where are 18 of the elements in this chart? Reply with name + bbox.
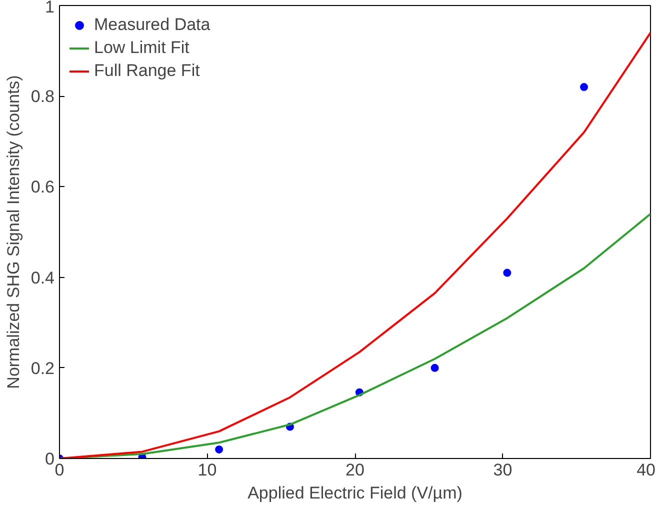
y-tick-label: 0.4 [30, 268, 55, 288]
x-tick-label: 20 [346, 460, 364, 480]
y-tick-label: 0.6 [30, 178, 55, 197]
point [503, 268, 512, 277]
x-tick-label: 40 [636, 460, 656, 480]
y-tick-label: 0.8 [30, 87, 55, 106]
point [430, 364, 439, 372]
x-tick-label: 30 [493, 460, 512, 480]
legend-label: Measured Data [94, 15, 210, 35]
y-tick-label: 1 [45, 0, 55, 16]
y-axis-title: Normalized SHG Signal Intensity (counts) [4, 75, 23, 389]
legend-label: Full Range Fit [94, 61, 200, 81]
x-axis-title: Applied Electric Field (V/µm) [248, 484, 462, 502]
y-tick-label: 0.2 [30, 358, 55, 378]
point [215, 445, 224, 454]
point [580, 83, 588, 92]
legend-label: Low Limit Fit [94, 38, 190, 58]
x-tick-label: 10 [198, 460, 217, 480]
